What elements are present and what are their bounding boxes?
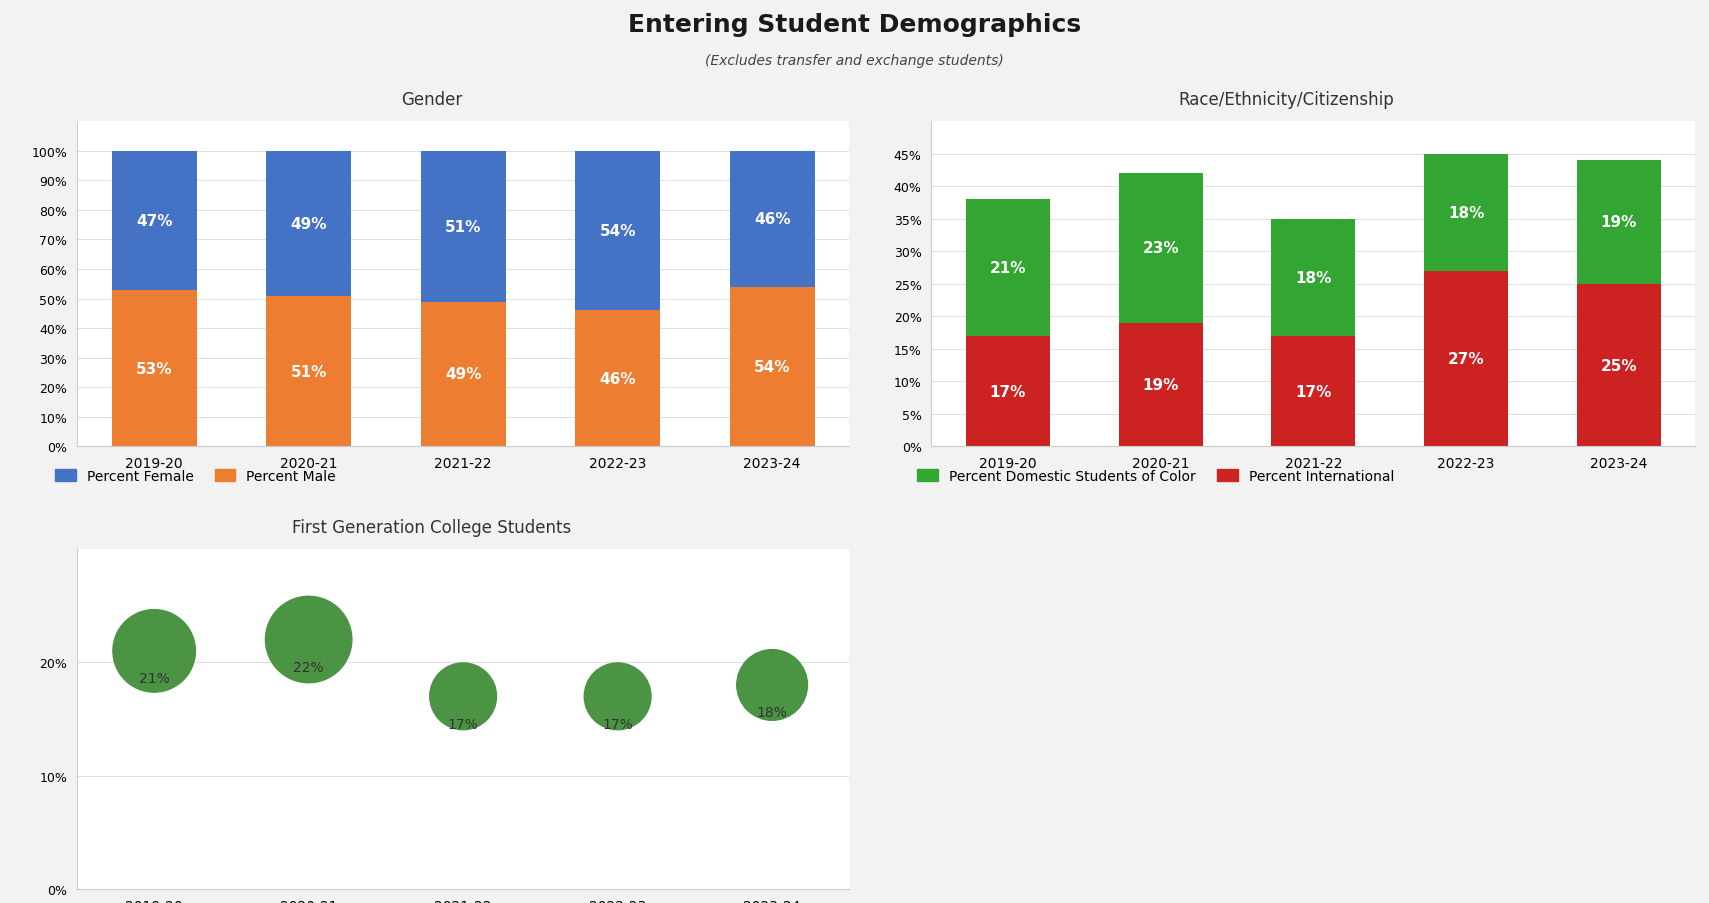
Text: 27%: 27% xyxy=(1448,352,1485,367)
Legend: Percent Female, Percent Male: Percent Female, Percent Male xyxy=(50,464,342,489)
Text: 18%: 18% xyxy=(1448,206,1485,220)
Text: 47%: 47% xyxy=(137,213,173,228)
Text: Entering Student Demographics: Entering Student Demographics xyxy=(627,14,1082,37)
Text: 54%: 54% xyxy=(754,359,790,375)
Text: 21%: 21% xyxy=(990,261,1025,275)
Bar xyxy=(111,291,197,447)
Point xyxy=(759,678,786,693)
Text: 17%: 17% xyxy=(448,717,479,731)
Text: 46%: 46% xyxy=(754,212,791,227)
Bar xyxy=(730,287,815,447)
Bar xyxy=(267,296,350,447)
Text: First Generation College Students: First Generation College Students xyxy=(292,518,571,536)
Bar xyxy=(1424,272,1507,447)
Bar xyxy=(576,152,660,311)
Point xyxy=(296,633,323,647)
Text: 49%: 49% xyxy=(291,217,326,231)
Text: 18%: 18% xyxy=(1295,271,1331,285)
Bar xyxy=(1119,323,1203,447)
Text: 54%: 54% xyxy=(600,224,636,238)
Bar xyxy=(1271,219,1355,337)
Text: Gender: Gender xyxy=(402,91,461,109)
Bar xyxy=(576,311,660,447)
Text: 53%: 53% xyxy=(137,361,173,377)
Text: 49%: 49% xyxy=(444,368,482,382)
Text: 51%: 51% xyxy=(444,219,482,234)
Bar xyxy=(966,200,1049,337)
Text: 19%: 19% xyxy=(1601,215,1637,230)
Text: 22%: 22% xyxy=(294,660,325,675)
Text: 25%: 25% xyxy=(1601,358,1637,373)
Bar xyxy=(966,337,1049,447)
Point xyxy=(603,689,631,703)
Bar xyxy=(420,303,506,447)
Point xyxy=(140,644,167,658)
Text: 17%: 17% xyxy=(602,717,632,731)
Bar xyxy=(1271,337,1355,447)
Bar xyxy=(730,152,815,287)
Text: 17%: 17% xyxy=(990,385,1025,399)
Bar xyxy=(111,152,197,291)
Legend: Percent Domestic Students of Color, Percent International: Percent Domestic Students of Color, Perc… xyxy=(911,464,1400,489)
Text: (Excludes transfer and exchange students): (Excludes transfer and exchange students… xyxy=(706,54,1003,69)
Text: 17%: 17% xyxy=(1295,385,1331,399)
Bar xyxy=(1119,174,1203,323)
Text: 23%: 23% xyxy=(1142,241,1179,256)
Text: 19%: 19% xyxy=(1142,377,1179,393)
Bar xyxy=(267,152,350,296)
Text: 21%: 21% xyxy=(138,672,169,685)
Text: 51%: 51% xyxy=(291,364,326,379)
Bar xyxy=(1577,161,1661,284)
Bar xyxy=(420,152,506,303)
Text: 46%: 46% xyxy=(600,371,636,386)
Text: Race/Ethnicity/Citizenship: Race/Ethnicity/Citizenship xyxy=(1178,91,1395,109)
Bar xyxy=(1577,284,1661,447)
Bar xyxy=(1424,154,1507,272)
Text: 18%: 18% xyxy=(757,705,788,720)
Point xyxy=(449,689,477,703)
